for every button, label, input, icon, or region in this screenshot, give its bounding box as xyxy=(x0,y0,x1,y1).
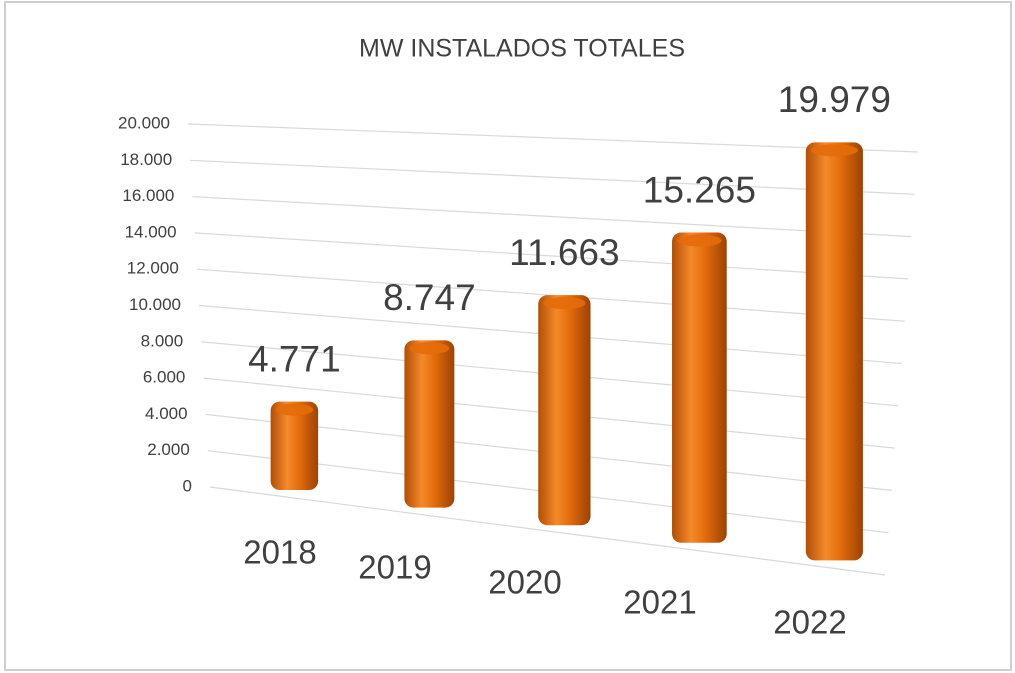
value-label: 15.265 xyxy=(643,169,756,210)
y-tick-label: 8.000 xyxy=(141,331,184,350)
y-tick-label: 6.000 xyxy=(143,368,186,387)
value-label: 11.663 xyxy=(509,232,619,273)
bar xyxy=(538,295,591,526)
y-tick-label: 14.000 xyxy=(125,222,177,241)
bar xyxy=(404,340,455,508)
bar-cap xyxy=(543,297,586,310)
value-label: 8.747 xyxy=(383,277,476,318)
y-tick-label: 10.000 xyxy=(129,295,181,314)
x-tick-label: 2021 xyxy=(623,584,696,621)
chart-title: MW INSTALADOS TOTALES xyxy=(359,35,685,63)
bar-cap xyxy=(275,403,314,416)
grid-line xyxy=(192,196,912,238)
grid-line xyxy=(190,159,915,195)
y-tick-label: 16.000 xyxy=(122,186,174,205)
bar xyxy=(270,401,319,490)
x-tick-label: 2020 xyxy=(488,564,561,601)
y-tick-label: 12.000 xyxy=(127,259,179,278)
value-label: 19.979 xyxy=(778,79,891,120)
y-tick-label: 20.000 xyxy=(118,113,170,132)
y-tick-label: 18.000 xyxy=(120,150,172,169)
bar-cap xyxy=(409,342,450,355)
grid-line xyxy=(209,486,886,576)
bar xyxy=(672,232,727,543)
y-tick-label: 4.000 xyxy=(145,404,188,423)
y-tick-label: 2.000 xyxy=(147,440,190,459)
value-label: 4.771 xyxy=(248,338,341,379)
grid-line xyxy=(194,232,909,280)
y-tick-label: 0 xyxy=(183,476,192,495)
x-tick-label: 2018 xyxy=(243,534,316,571)
x-tick-label: 2022 xyxy=(773,604,846,641)
bar-cap xyxy=(677,234,722,247)
bar xyxy=(805,142,863,561)
x-tick-label: 2019 xyxy=(358,549,431,586)
grid-line xyxy=(187,123,919,153)
bar-cap xyxy=(810,144,858,157)
